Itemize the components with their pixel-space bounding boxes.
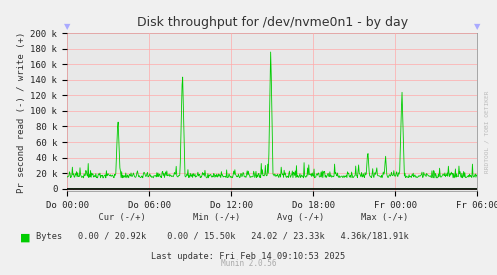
Text: Bytes   0.00 / 20.92k    0.00 / 15.50k   24.02 / 23.33k   4.36k/181.91k: Bytes 0.00 / 20.92k 0.00 / 15.50k 24.02 … bbox=[36, 232, 409, 241]
Text: Munin 2.0.56: Munin 2.0.56 bbox=[221, 259, 276, 268]
Text: ▼: ▼ bbox=[474, 23, 481, 31]
Y-axis label: Pr second read (-) / write (+): Pr second read (-) / write (+) bbox=[17, 31, 26, 193]
Text: ■: ■ bbox=[20, 232, 30, 242]
Text: Cur (-/+)         Min (-/+)       Avg (-/+)       Max (-/+): Cur (-/+) Min (-/+) Avg (-/+) Max (-/+) bbox=[67, 213, 409, 222]
Text: ▼: ▼ bbox=[64, 23, 71, 31]
Text: RRDTOOL / TOBI OETIKER: RRDTOOL / TOBI OETIKER bbox=[485, 91, 490, 173]
Text: Last update: Fri Feb 14 09:10:53 2025: Last update: Fri Feb 14 09:10:53 2025 bbox=[152, 252, 345, 261]
Title: Disk throughput for /dev/nvme0n1 - by day: Disk throughput for /dev/nvme0n1 - by da… bbox=[137, 16, 408, 29]
